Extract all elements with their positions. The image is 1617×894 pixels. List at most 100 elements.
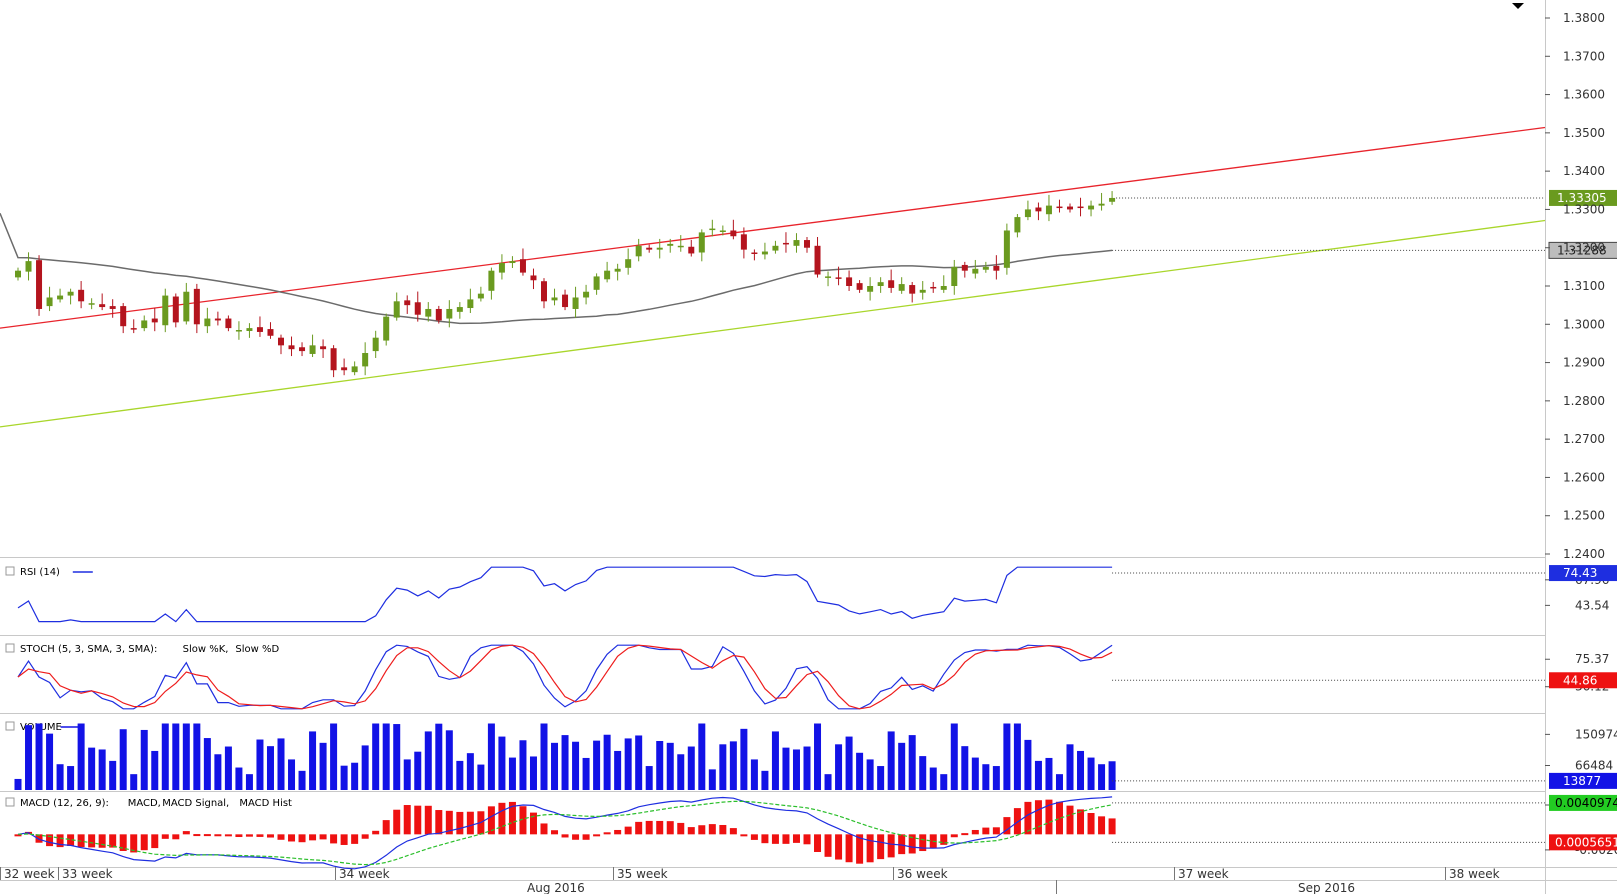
macd-hist-bar (130, 834, 138, 853)
volume-bar (635, 735, 643, 790)
candle (330, 345, 337, 378)
candle (15, 267, 21, 281)
macd-hist-bar (456, 811, 464, 835)
week-label: 33 week (62, 867, 113, 881)
candle (541, 278, 547, 309)
candle (572, 286, 579, 318)
candle (1035, 202, 1042, 221)
volume-bar (666, 742, 674, 790)
macd-hist-bar (908, 834, 916, 854)
macd-hist-bar (561, 834, 569, 838)
candle (88, 298, 95, 310)
macd-hist-bar (992, 827, 1000, 835)
indicator-label: Slow %K, (183, 644, 229, 655)
macd-hist-bar (256, 834, 264, 837)
price-axis: 1.3800 1.3700 1.3600 1.3500 1.3400 1.3300 1.32… (1545, 11, 1605, 561)
candle (646, 244, 653, 253)
candle (36, 255, 43, 316)
macd-hist-bar (235, 834, 243, 838)
candle-body (204, 318, 211, 327)
indicator-value-tag (1549, 565, 1617, 582)
candle (78, 281, 85, 309)
candle-body (267, 329, 274, 336)
candle (814, 236, 821, 278)
candle-body (625, 259, 632, 268)
candle-body (162, 295, 169, 326)
volume-panel: VOLUME1509746648413877 (5, 721, 1617, 790)
volume-bar (803, 746, 811, 790)
candle (898, 277, 905, 294)
macd-hist-bar (466, 811, 474, 835)
candle (993, 255, 1000, 280)
rsi-line (17, 566, 1113, 623)
macd-line (17, 796, 1113, 870)
macd-hist-bar (1055, 801, 1063, 835)
candle-body (656, 247, 663, 250)
candle-body (183, 291, 190, 322)
candle (141, 315, 148, 332)
macd-hist-bar (750, 834, 758, 840)
candle-body (1077, 206, 1084, 209)
volume-bar (140, 729, 148, 790)
candle-body (498, 263, 505, 273)
candle-body (646, 247, 653, 250)
macd-hist-bar (803, 834, 811, 845)
candle-body (15, 270, 21, 278)
candle (362, 342, 369, 376)
volume-bar (940, 774, 948, 790)
volume-bar (130, 774, 138, 790)
volume-bar (98, 749, 106, 790)
volume-bar (1013, 723, 1021, 790)
candle (235, 321, 242, 340)
macd-hist-bar (351, 834, 359, 844)
macd-hist-bar (582, 834, 590, 840)
candle-body (1067, 206, 1073, 210)
candle (1024, 200, 1031, 221)
candle-body (414, 302, 421, 315)
candle (288, 336, 295, 357)
candle (299, 342, 306, 357)
candle (930, 281, 937, 293)
macd-hist-bar (330, 834, 338, 844)
volume-bar (46, 733, 54, 790)
collapse-arrow-icon[interactable] (1512, 3, 1524, 9)
indicator-value-tag (1549, 672, 1617, 689)
candle-body (667, 243, 674, 246)
macd-hist-bar (309, 834, 317, 841)
volume-bar (77, 723, 85, 790)
candle-body (1003, 230, 1010, 268)
volume-bar (487, 723, 495, 790)
macd-hist-bar (940, 834, 948, 845)
candle (698, 229, 705, 262)
macd-hist-bar (645, 820, 653, 835)
candle-body (109, 306, 116, 309)
candle (919, 281, 926, 300)
candle-body (88, 303, 95, 305)
macd-hist-bar (656, 820, 664, 835)
volume-bar (1087, 757, 1095, 790)
macd-signal-line (17, 800, 1113, 866)
candle (1056, 199, 1063, 213)
candle-body (541, 281, 547, 302)
candle-body (435, 308, 442, 321)
candle-body (278, 337, 284, 346)
volume-bar (477, 764, 485, 790)
lower-channel-line (0, 219, 1546, 428)
candle-body (1045, 205, 1052, 215)
macd-hist-bar (687, 827, 695, 835)
candle (625, 248, 632, 275)
price-tick-label: 1.3000 (1563, 317, 1605, 331)
volume-bar (950, 723, 958, 790)
candle (278, 334, 284, 355)
macd-hist-bar (540, 823, 548, 835)
candle (109, 299, 116, 318)
volume-bar (929, 767, 937, 790)
macd-hist-bar (35, 834, 43, 843)
volume-bar (814, 723, 822, 790)
candle (730, 219, 737, 240)
candle (425, 302, 432, 322)
price-tick-label: 1.2800 (1563, 394, 1605, 408)
volume-bar (540, 723, 548, 790)
candle-body (530, 275, 537, 281)
